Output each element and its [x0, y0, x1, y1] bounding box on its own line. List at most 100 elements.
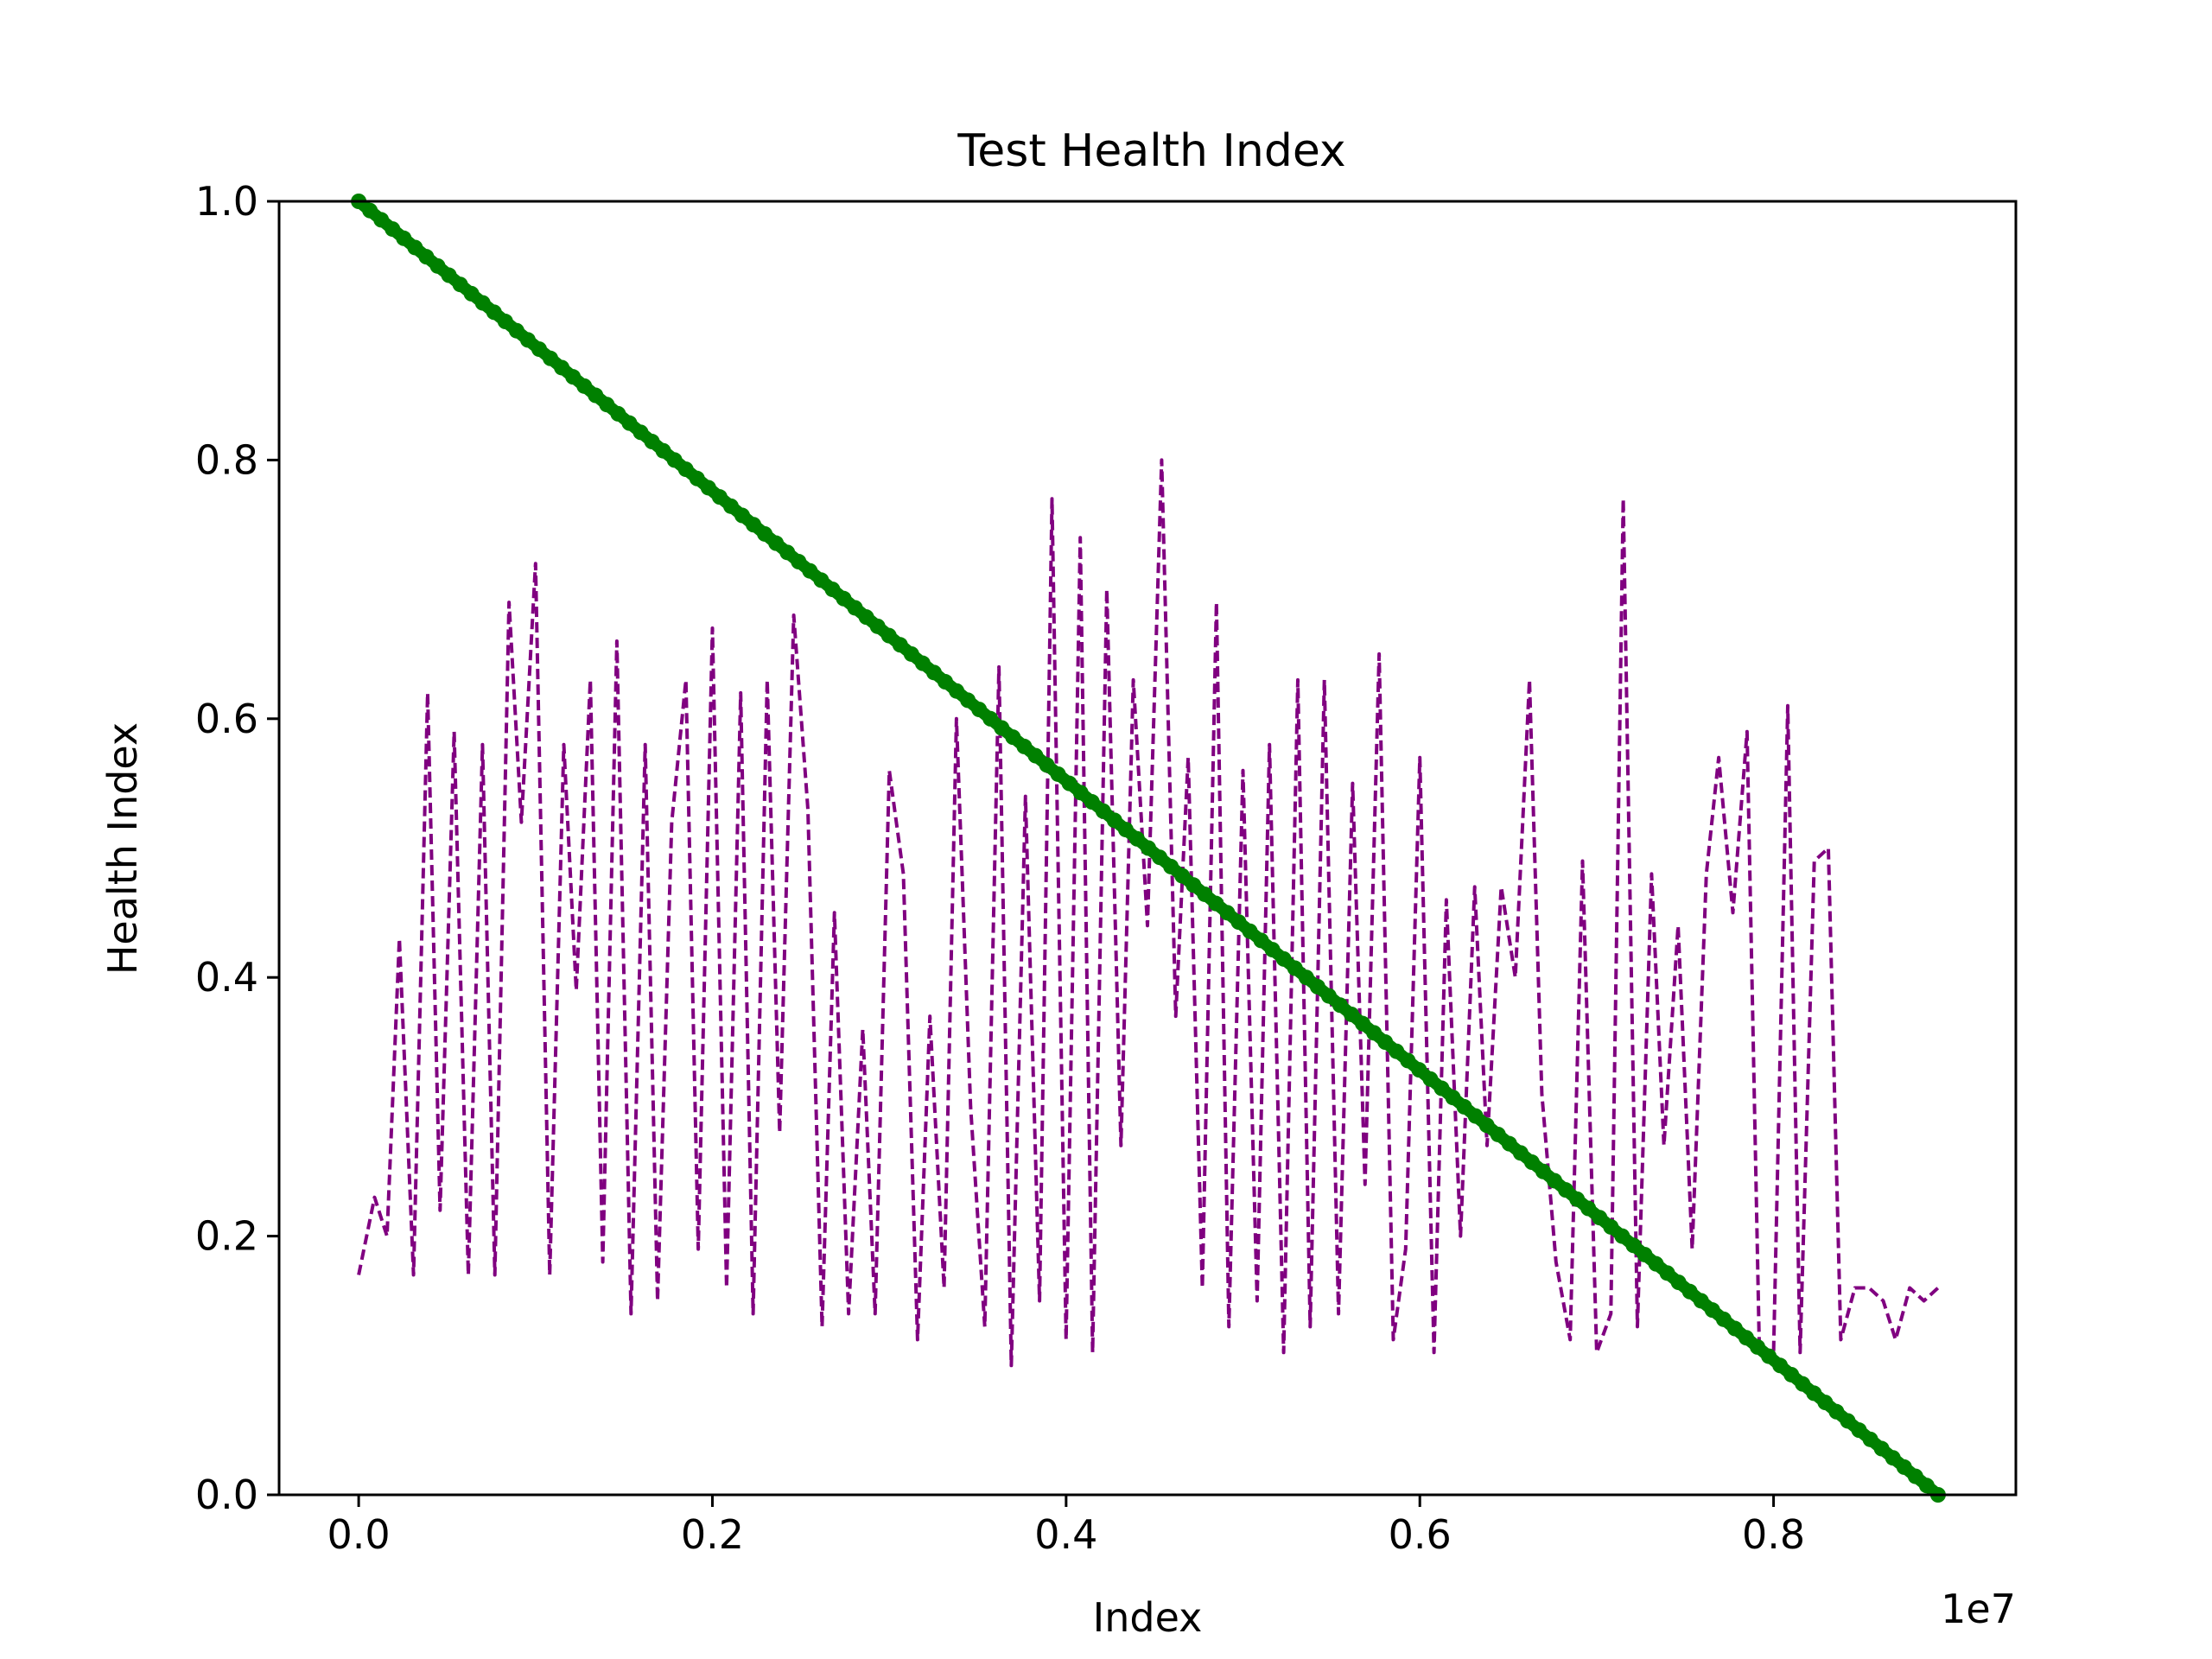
linear-marker: [599, 397, 615, 413]
linear-marker: [497, 314, 513, 330]
linear-marker: [1433, 1080, 1450, 1096]
linear-marker: [543, 350, 559, 366]
linear-marker: [757, 525, 773, 542]
x-tick-label: 0.6: [1389, 1511, 1452, 1558]
linear-marker: [531, 341, 548, 358]
y-tick-label: 0.8: [195, 436, 258, 483]
linear-marker: [1061, 775, 1077, 791]
linear-marker: [1523, 1154, 1540, 1171]
x-tick-label: 0.4: [1034, 1511, 1097, 1558]
linear-marker: [711, 489, 728, 505]
linear-marker: [802, 563, 818, 579]
linear-marker: [1320, 988, 1337, 1004]
linear-marker: [858, 609, 874, 626]
linear-marker: [1344, 1006, 1360, 1022]
linear-marker: [1885, 1450, 1901, 1466]
linear-marker: [452, 276, 468, 293]
linear-marker: [1817, 1395, 1834, 1411]
linear-marker: [1501, 1135, 1517, 1152]
linear-marker: [677, 461, 694, 478]
linear-marker: [1558, 1182, 1574, 1198]
linear-marker: [610, 405, 626, 422]
linear-marker: [1174, 868, 1191, 884]
linear-marker: [836, 590, 852, 607]
linear-marker: [644, 434, 660, 450]
linear-marker: [869, 618, 886, 634]
linear-marker: [791, 554, 807, 570]
linear-marker: [588, 387, 604, 404]
linear-marker: [1659, 1265, 1675, 1281]
series-line-measured: [357, 458, 1940, 1368]
linear-marker: [1637, 1246, 1653, 1262]
linear-marker: [1219, 905, 1236, 921]
linear-marker: [734, 507, 751, 524]
linear-marker: [554, 359, 570, 376]
linear-marker: [892, 637, 908, 653]
linear-marker: [847, 600, 863, 616]
linear-marker: [1005, 729, 1021, 746]
linear-marker: [1400, 1052, 1416, 1069]
linear-marker: [1287, 960, 1303, 976]
linear-marker: [1275, 950, 1292, 967]
linear-marker: [1535, 1163, 1551, 1179]
linear-marker: [418, 249, 435, 265]
linear-marker: [1478, 1117, 1495, 1134]
y-axis-ticks: 0.0 0.2 0.4 0.6 0.8 1.0: [195, 178, 279, 1518]
linear-marker: [385, 221, 401, 238]
linear-marker: [396, 230, 412, 246]
linear-marker: [486, 304, 502, 321]
linear-marker: [824, 582, 841, 598]
x-axis-ticks: 0.0 0.2 0.4 0.6 0.8: [327, 1495, 1805, 1558]
linear-marker: [508, 322, 524, 339]
linear-marker: [982, 710, 999, 727]
linear-marker: [779, 544, 796, 561]
linear-marker: [768, 535, 785, 551]
linear-marker: [1750, 1338, 1766, 1355]
linear-marker: [1298, 969, 1314, 986]
linear-marker: [1580, 1200, 1597, 1217]
linear-marker: [971, 702, 988, 718]
linear-marker: [1625, 1237, 1642, 1254]
linear-marker: [1467, 1108, 1484, 1124]
chart-title: Test Health Index: [957, 125, 1345, 177]
linear-marker: [1163, 858, 1179, 874]
linear-marker: [722, 498, 739, 514]
linear-marker: [1569, 1191, 1586, 1207]
linear-marker: [1681, 1283, 1698, 1300]
y-tick-label: 0.2: [195, 1213, 258, 1260]
y-tick-label: 0.6: [195, 696, 258, 742]
linear-marker: [1185, 877, 1202, 893]
linear-marker: [1840, 1413, 1856, 1429]
y-axis-label: Health Index: [99, 722, 146, 975]
linear-marker: [1117, 822, 1134, 838]
linear-marker: [1095, 803, 1111, 819]
linear-marker: [1918, 1478, 1935, 1494]
linear-marker: [1106, 812, 1122, 829]
linear-marker: [1197, 886, 1213, 902]
linear-marker: [1806, 1385, 1822, 1402]
linear-marker: [1783, 1366, 1800, 1382]
linear-marker: [373, 212, 390, 228]
linear-marker: [1761, 1348, 1777, 1364]
linear-marker: [1795, 1376, 1811, 1392]
linear-marker: [1208, 895, 1224, 912]
linear-marker: [880, 627, 897, 644]
linear-marker: [429, 257, 446, 274]
plot-frame: [277, 200, 2018, 1497]
linear-marker: [1230, 914, 1247, 931]
linear-marker: [1253, 932, 1269, 949]
x-tick-label: 0.0: [327, 1511, 391, 1558]
linear-marker: [700, 480, 716, 496]
linear-marker: [689, 470, 705, 486]
linear-marker: [960, 692, 976, 709]
linear-marker: [1377, 1034, 1394, 1051]
linear-marker: [621, 415, 638, 431]
linear-marker: [1072, 785, 1089, 801]
linear-marker: [1152, 849, 1168, 866]
linear-marker: [903, 645, 919, 662]
linear-marker: [565, 369, 582, 385]
linear-marker: [1490, 1126, 1506, 1142]
linear-marker: [1907, 1468, 1923, 1484]
